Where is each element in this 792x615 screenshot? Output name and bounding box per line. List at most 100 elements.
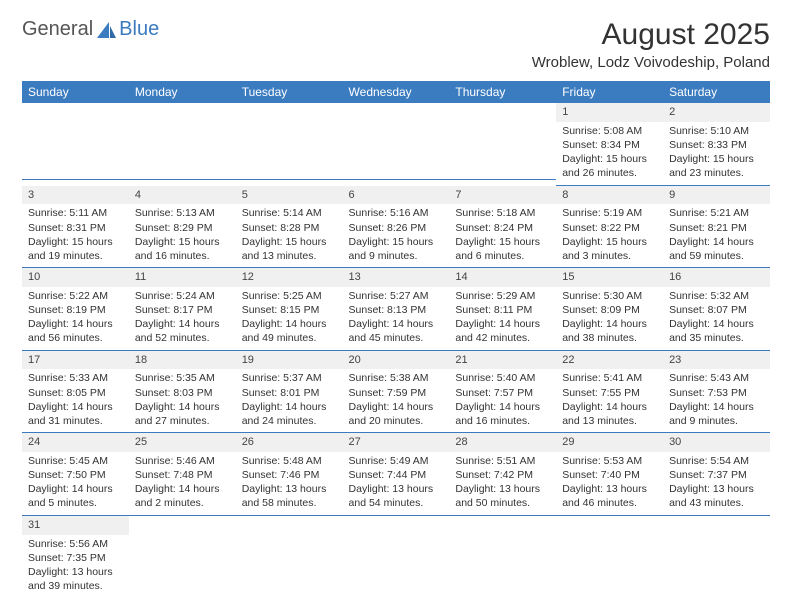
sunrise-text: Sunrise: 5:22 AM [28,289,123,303]
calendar-cell [343,103,450,186]
day-number: 20 [343,351,450,370]
calendar-table: SundayMondayTuesdayWednesdayThursdayFrid… [22,81,770,597]
daylight-text: Daylight: 15 hours and 6 minutes. [455,235,550,263]
day-body: Sunrise: 5:13 AMSunset: 8:29 PMDaylight:… [129,204,236,268]
calendar-cell: 22Sunrise: 5:41 AMSunset: 7:55 PMDayligh… [556,351,663,434]
calendar-cell: 16Sunrise: 5:32 AMSunset: 8:07 PMDayligh… [663,268,770,351]
daylight-text: Daylight: 15 hours and 9 minutes. [349,235,444,263]
daylight-text: Daylight: 14 hours and 45 minutes. [349,317,444,345]
day-header: Thursday [449,81,556,103]
daylight-text: Daylight: 13 hours and 46 minutes. [562,482,657,510]
day-body: Sunrise: 5:32 AMSunset: 8:07 PMDaylight:… [663,287,770,351]
sunrise-text: Sunrise: 5:40 AM [455,371,550,385]
sunset-text: Sunset: 8:22 PM [562,221,657,235]
sunrise-text: Sunrise: 5:43 AM [669,371,764,385]
day-body: Sunrise: 5:56 AMSunset: 7:35 PMDaylight:… [22,535,129,598]
calendar-cell: 26Sunrise: 5:48 AMSunset: 7:46 PMDayligh… [236,433,343,516]
calendar-cell: 31Sunrise: 5:56 AMSunset: 7:35 PMDayligh… [22,516,129,598]
calendar-header-row: SundayMondayTuesdayWednesdayThursdayFrid… [22,81,770,103]
daylight-text: Daylight: 14 hours and 16 minutes. [455,400,550,428]
sunrise-text: Sunrise: 5:16 AM [349,206,444,220]
daylight-text: Daylight: 14 hours and 56 minutes. [28,317,123,345]
sunrise-text: Sunrise: 5:13 AM [135,206,230,220]
calendar-cell: 19Sunrise: 5:37 AMSunset: 8:01 PMDayligh… [236,351,343,434]
day-number: 22 [556,351,663,370]
sunrise-text: Sunrise: 5:54 AM [669,454,764,468]
sunset-text: Sunset: 8:26 PM [349,221,444,235]
day-number: 18 [129,351,236,370]
day-body: Sunrise: 5:53 AMSunset: 7:40 PMDaylight:… [556,452,663,516]
calendar-row: 10Sunrise: 5:22 AMSunset: 8:19 PMDayligh… [22,268,770,351]
calendar-cell: 2Sunrise: 5:10 AMSunset: 8:33 PMDaylight… [663,103,770,186]
daylight-text: Daylight: 14 hours and 31 minutes. [28,400,123,428]
sunset-text: Sunset: 8:24 PM [455,221,550,235]
sunset-text: Sunset: 7:50 PM [28,468,123,482]
day-body: Sunrise: 5:14 AMSunset: 8:28 PMDaylight:… [236,204,343,268]
sunset-text: Sunset: 7:35 PM [28,551,123,565]
sunset-text: Sunset: 7:40 PM [562,468,657,482]
daylight-text: Daylight: 15 hours and 16 minutes. [135,235,230,263]
day-number: 6 [343,186,450,205]
daylight-text: Daylight: 13 hours and 58 minutes. [242,482,337,510]
day-body: Sunrise: 5:19 AMSunset: 8:22 PMDaylight:… [556,204,663,268]
sunrise-text: Sunrise: 5:29 AM [455,289,550,303]
day-body: Sunrise: 5:11 AMSunset: 8:31 PMDaylight:… [22,204,129,268]
sunset-text: Sunset: 8:03 PM [135,386,230,400]
day-number: 16 [663,268,770,287]
sunrise-text: Sunrise: 5:35 AM [135,371,230,385]
day-body: Sunrise: 5:37 AMSunset: 8:01 PMDaylight:… [236,369,343,433]
day-header: Sunday [22,81,129,103]
calendar-cell: 7Sunrise: 5:18 AMSunset: 8:24 PMDaylight… [449,186,556,269]
calendar-cell: 30Sunrise: 5:54 AMSunset: 7:37 PMDayligh… [663,433,770,516]
sunrise-text: Sunrise: 5:53 AM [562,454,657,468]
day-number: 3 [22,186,129,205]
page: General Blue August 2025 Wroblew, Lodz V… [0,0,792,615]
daylight-text: Daylight: 14 hours and 24 minutes. [242,400,337,428]
sunset-text: Sunset: 8:11 PM [455,303,550,317]
calendar-cell [22,103,129,186]
day-header: Friday [556,81,663,103]
day-number: 31 [22,516,129,535]
sunset-text: Sunset: 7:57 PM [455,386,550,400]
daylight-text: Daylight: 15 hours and 13 minutes. [242,235,337,263]
header: General Blue August 2025 Wroblew, Lodz V… [22,18,770,71]
sunrise-text: Sunrise: 5:48 AM [242,454,337,468]
daylight-text: Daylight: 14 hours and 52 minutes. [135,317,230,345]
sunset-text: Sunset: 8:28 PM [242,221,337,235]
calendar-cell: 11Sunrise: 5:24 AMSunset: 8:17 PMDayligh… [129,268,236,351]
day-number: 26 [236,433,343,452]
day-number: 12 [236,268,343,287]
sunrise-text: Sunrise: 5:45 AM [28,454,123,468]
sunrise-text: Sunrise: 5:08 AM [562,124,657,138]
page-subtitle: Wroblew, Lodz Voivodeship, Poland [532,54,770,71]
sunset-text: Sunset: 7:55 PM [562,386,657,400]
sunrise-text: Sunrise: 5:41 AM [562,371,657,385]
calendar-cell: 28Sunrise: 5:51 AMSunset: 7:42 PMDayligh… [449,433,556,516]
daylight-text: Daylight: 14 hours and 2 minutes. [135,482,230,510]
sunrise-text: Sunrise: 5:18 AM [455,206,550,220]
calendar-cell [236,516,343,598]
sunset-text: Sunset: 8:09 PM [562,303,657,317]
day-body: Sunrise: 5:30 AMSunset: 8:09 PMDaylight:… [556,287,663,351]
sunset-text: Sunset: 7:53 PM [669,386,764,400]
sunset-text: Sunset: 8:34 PM [562,138,657,152]
calendar-cell: 25Sunrise: 5:46 AMSunset: 7:48 PMDayligh… [129,433,236,516]
day-body: Sunrise: 5:48 AMSunset: 7:46 PMDaylight:… [236,452,343,516]
daylight-text: Daylight: 13 hours and 39 minutes. [28,565,123,593]
sunrise-text: Sunrise: 5:33 AM [28,371,123,385]
day-number: 14 [449,268,556,287]
daylight-text: Daylight: 14 hours and 9 minutes. [669,400,764,428]
logo-sail-icon [95,20,117,40]
sunrise-text: Sunrise: 5:38 AM [349,371,444,385]
day-number: 4 [129,186,236,205]
daylight-text: Daylight: 13 hours and 50 minutes. [455,482,550,510]
day-number: 29 [556,433,663,452]
sunrise-text: Sunrise: 5:21 AM [669,206,764,220]
day-number: 25 [129,433,236,452]
day-header: Saturday [663,81,770,103]
daylight-text: Daylight: 15 hours and 19 minutes. [28,235,123,263]
sunset-text: Sunset: 7:48 PM [135,468,230,482]
day-body: Sunrise: 5:43 AMSunset: 7:53 PMDaylight:… [663,369,770,433]
calendar-row: 31Sunrise: 5:56 AMSunset: 7:35 PMDayligh… [22,516,770,598]
calendar-cell: 18Sunrise: 5:35 AMSunset: 8:03 PMDayligh… [129,351,236,434]
